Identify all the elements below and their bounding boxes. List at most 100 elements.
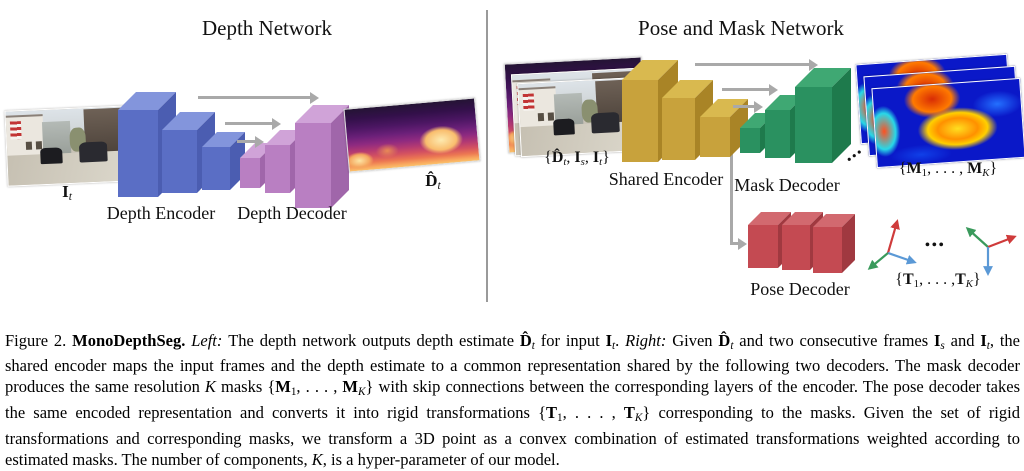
text-run: MonoDepthSeg. (72, 330, 192, 350)
text-run: K (357, 386, 366, 399)
frames-ellipsis: ••• (925, 238, 946, 253)
text-run: . (615, 330, 626, 350)
transforms-set-label: {T1, . . . ,TK} (868, 271, 1008, 290)
depth-decoder-block-3-front-face (295, 123, 331, 208)
y-axis-arrow (965, 227, 989, 248)
text-run: I (592, 149, 600, 166)
input-image-left (4, 105, 134, 187)
skip-arrow-depth-1 (198, 91, 319, 104)
depth-encoder-block-1-top-face (118, 92, 176, 110)
text-run: Left: (191, 330, 229, 350)
text-run: T (955, 271, 966, 288)
input-stack-label: {D̂t, Is, It} (517, 149, 637, 168)
photo-win1 (25, 141, 32, 151)
text-run: K (634, 412, 643, 425)
photo-win2 (547, 112, 555, 121)
skip-arrow-mask-3 (733, 100, 763, 113)
figure-diagram: Depth Network Pose and Mask Network It D… (4, 10, 1024, 302)
text-run: M (275, 377, 291, 397)
left-panel-title: Depth Network (201, 16, 333, 40)
photo-win1 (538, 113, 545, 122)
text-run: M (906, 160, 922, 177)
skip-arrow-mask-1 (695, 58, 818, 71)
figure-caption: Figure 2. MonoDepthSeg. Left: The depth … (5, 331, 1020, 471)
depth-decoder-block-1-front-face (240, 158, 260, 188)
mask-decoder-block-3-front-face (795, 87, 832, 163)
text-run: , . . . , (927, 160, 968, 177)
right-panel-title: Pose and Mask Network (638, 16, 844, 40)
pose-decoder-arrow (730, 237, 747, 250)
text-run: I (980, 330, 987, 350)
depth-encoder-label: Depth Encoder (106, 203, 216, 223)
input-image-label: It (37, 182, 97, 203)
photo-car2 (78, 141, 109, 163)
text-run: t (599, 156, 603, 169)
text-run: t (563, 156, 567, 169)
pose-decoder-block-3-top-face (813, 214, 855, 227)
text-run: and two consecutive frames (733, 330, 934, 350)
text-run: s (940, 339, 945, 352)
text-run: T (546, 403, 558, 423)
photo-sign (522, 93, 535, 112)
shared-encoder-block-1-front-face (622, 80, 658, 162)
pose-decoder-block-1-top-face (748, 212, 791, 225)
text-run: , . . . , (562, 403, 624, 423)
photo-car2 (590, 112, 620, 134)
encoder-to-pose-connector (730, 150, 733, 243)
text-run: for input (534, 330, 606, 350)
text-run: K (965, 278, 974, 291)
transform-frame-2 (965, 227, 1017, 276)
pose-decoder-block-2-top-face (782, 212, 823, 225)
x-axis-arrow (987, 234, 1017, 249)
text-run: 1 (290, 386, 297, 399)
text-run: s (580, 156, 585, 169)
z-axis-arrow (887, 251, 917, 265)
text-run: 1 (921, 167, 928, 180)
shared-encoder-block-2-front-face (662, 98, 695, 160)
text-run: t (986, 339, 990, 352)
x-axis-arrow (886, 219, 900, 254)
skip-arrow-depth-2 (225, 117, 281, 130)
skip-arrow-mask-2 (722, 83, 778, 96)
transform-frame-1 (867, 219, 917, 270)
pose-decoder-block-2-front-face (782, 225, 810, 270)
text-run: D̂ (718, 330, 731, 350)
text-run: I (574, 149, 581, 166)
text-run: { (544, 149, 552, 166)
depth-estimate-image (343, 97, 481, 173)
text-run: and (944, 330, 981, 350)
text-run: } (973, 271, 981, 288)
mask-decoder-label: Mask Decoder (734, 175, 840, 195)
pose-decoder-block-3-side-face (842, 214, 855, 273)
text-run: , (566, 149, 575, 166)
photo-car1 (553, 118, 575, 135)
y-axis-arrow (867, 252, 889, 270)
text-run: D̂ (519, 330, 532, 350)
text-run: K (982, 167, 990, 180)
depth-encoder-block-2-front-face (162, 130, 197, 193)
photo-road (7, 150, 133, 186)
mask-decoder-block-2-front-face (765, 110, 790, 158)
depth-estimate-label: D̂t (403, 171, 463, 192)
depth-encoder-block-1-front-face (118, 110, 158, 197)
text-run: t (612, 339, 616, 352)
pose-decoder-label: Pose Decoder (750, 279, 850, 299)
skip-arrow-depth-3 (237, 135, 264, 148)
text-run: , . . . , (919, 271, 956, 288)
text-run: T (623, 403, 635, 423)
text-run: M (342, 377, 358, 397)
text-run: 1 (913, 278, 920, 291)
photo-sign (9, 121, 22, 140)
shared-encoder-label: Shared Encoder (608, 169, 724, 189)
photo-car1 (40, 147, 63, 165)
text-run: t (68, 190, 72, 204)
text-run: T (902, 271, 914, 288)
text-run: } (602, 149, 610, 166)
pose-decoder-block-3-front-face (813, 227, 842, 273)
depth-encoder-block-3-front-face (202, 147, 230, 190)
text-run: , the shared encoder maps the input fram… (5, 330, 1020, 397)
text-run: Right: (625, 330, 673, 350)
text-run: M (967, 160, 983, 177)
text-run: t (531, 339, 535, 352)
text-run: t (437, 179, 441, 193)
